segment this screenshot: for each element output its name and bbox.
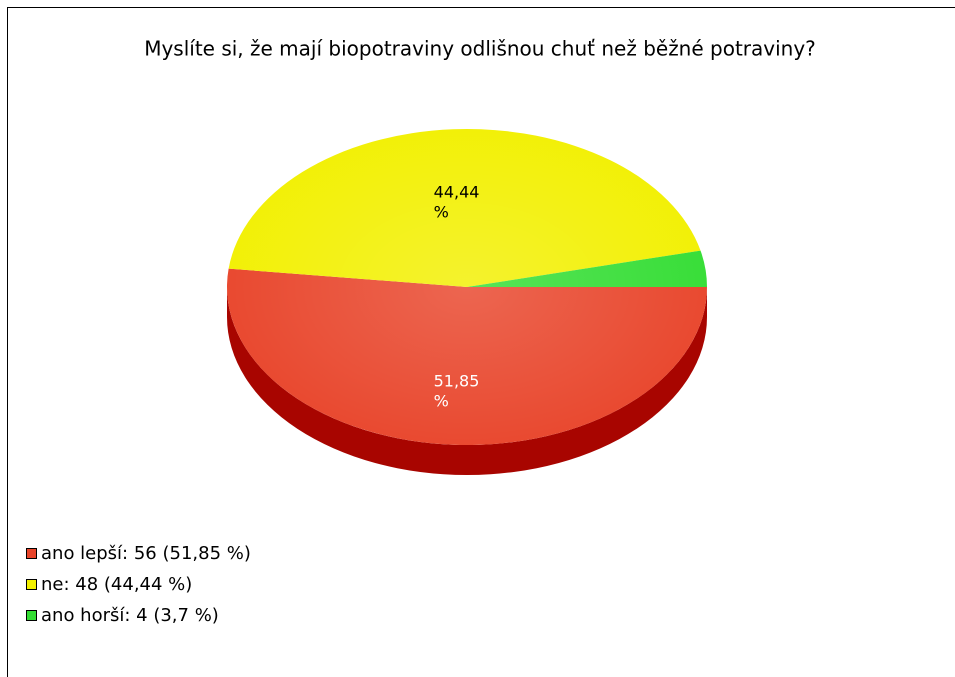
pie: 51,85 % 44,44%: [227, 128, 707, 475]
legend-label: ano lepší: 56 (51,85 %): [41, 543, 251, 564]
chart-title: Myslíte si, že mají biopotraviny odlišno…: [144, 37, 816, 61]
data-label: 51,85%: [434, 371, 480, 410]
data-label: 44,44%: [434, 182, 480, 221]
pie-slice-side: [227, 287, 707, 475]
legend-label: ano horší: 4 (3,7 %): [41, 605, 219, 626]
legend-label: ne: 48 (44,44 %): [41, 574, 192, 595]
legend: ano lepší: 56 (51,85 %) ne: 48 (44,44 %) a…: [26, 543, 251, 626]
legend-swatch: [26, 548, 37, 559]
legend-swatch: [26, 610, 37, 621]
pie-shine: [227, 129, 707, 445]
legend-swatch: [26, 579, 37, 590]
